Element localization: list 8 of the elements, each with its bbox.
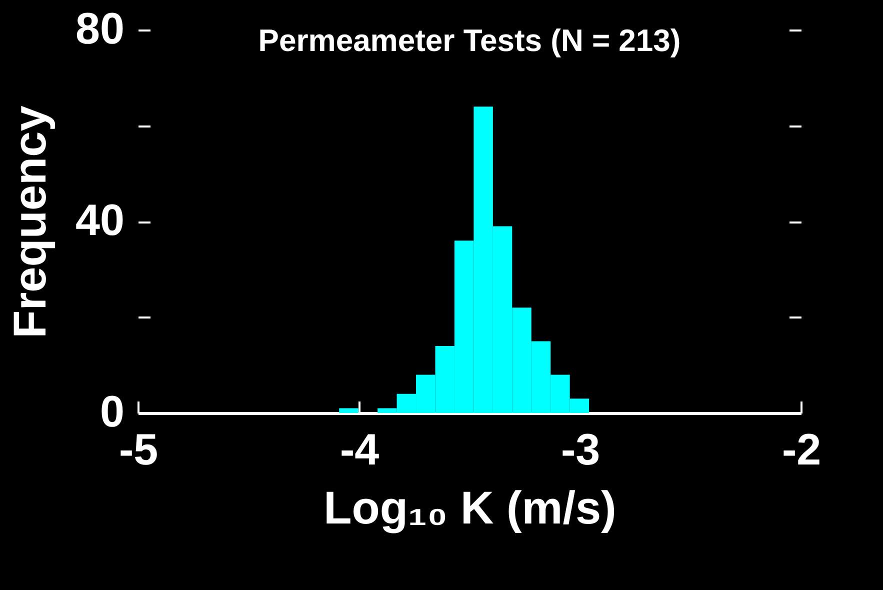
y-axis-title: Frequency xyxy=(4,105,56,338)
x-tick-label: -3 xyxy=(560,426,600,474)
x-axis-title: Log₁₀ K (m/s) xyxy=(324,482,616,534)
y-tick-label: 40 xyxy=(76,196,124,245)
x-tick-label: -2 xyxy=(782,426,822,474)
chart-title: Permeameter Tests (N = 213) xyxy=(258,23,681,58)
y-tick-label: 80 xyxy=(76,4,124,54)
x-tick-label: -4 xyxy=(340,426,380,474)
